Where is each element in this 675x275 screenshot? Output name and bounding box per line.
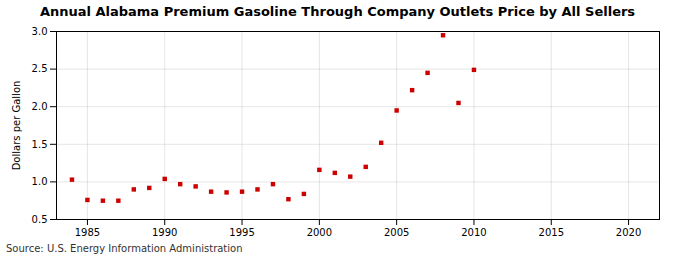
svg-text:2.0: 2.0 — [32, 101, 48, 112]
svg-text:2000: 2000 — [307, 227, 332, 238]
svg-text:1985: 1985 — [75, 227, 100, 238]
svg-text:2.5: 2.5 — [32, 63, 48, 74]
svg-text:3.0: 3.0 — [32, 26, 48, 37]
svg-text:1.5: 1.5 — [32, 139, 48, 150]
svg-text:1995: 1995 — [229, 227, 254, 238]
html-text:Source: U.S. Energy Informatio: Source: U.S. Energy Information Administ… — [6, 243, 243, 254]
svg-text:0.5: 0.5 — [32, 214, 48, 225]
html-text:Annual Alabama Premium Gasolin: Annual Alabama Premium Gasoline Through … — [39, 4, 636, 19]
svg-text:2010: 2010 — [461, 227, 486, 238]
svg-text:2015: 2015 — [539, 227, 564, 238]
svg-text:Dollars per Gallon: Dollars per Gallon — [11, 81, 22, 171]
svg-text:1990: 1990 — [152, 227, 177, 238]
svg-text:2020: 2020 — [616, 227, 641, 238]
svg-text:2005: 2005 — [384, 227, 409, 238]
svg-text:1.0: 1.0 — [32, 176, 48, 187]
